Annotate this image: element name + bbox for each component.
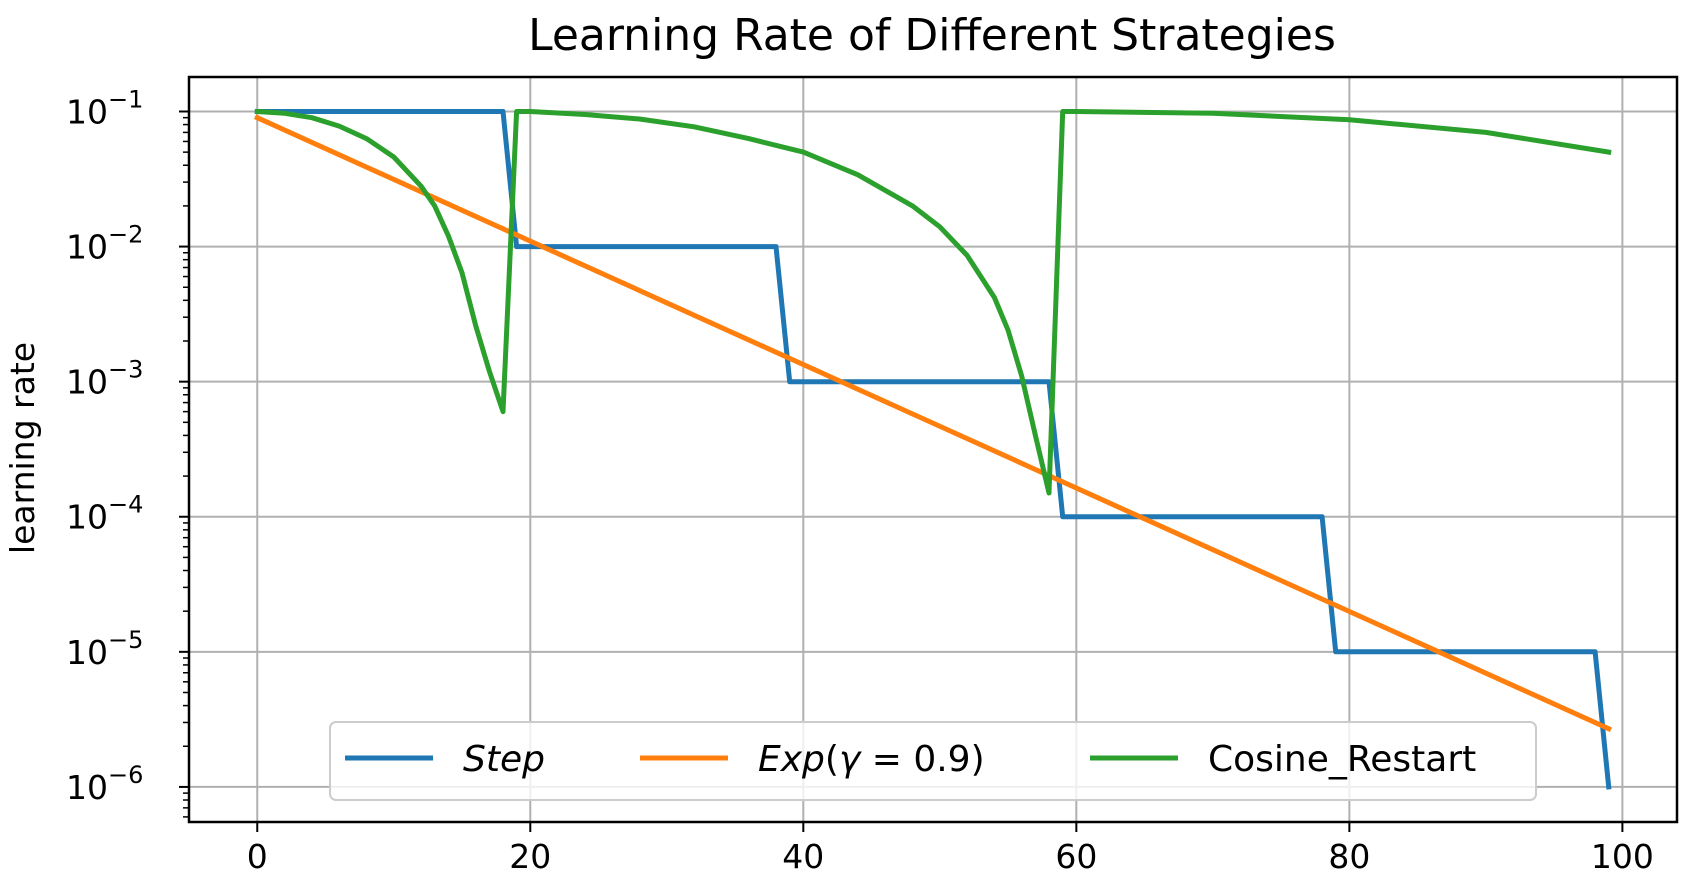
x-tick-label: 100 [1591,837,1654,876]
y-tick-label: 10−1 [66,85,143,131]
legend-label: Cosine_Restart [1208,739,1476,780]
plot-frame [187,75,1679,824]
y-tick-label: 10−2 [66,221,143,267]
x-tick-label: 40 [782,837,824,876]
legend-label: Exp(γ = 0.9) [758,739,985,780]
y-axis-label: learning rate [3,342,42,554]
y-tick-label: 10−3 [66,356,143,402]
series-line-cosine-restart [254,108,1612,496]
y-tick-label: 10−5 [66,626,143,672]
x-tick-label: 60 [1055,837,1097,876]
legend: Step Exp(γ = 0.9) Cosine_Restart [329,721,1537,801]
series-line-exp-0-9 [253,114,1613,733]
axes-ticks: 0 20 40 60 80 100 10−1 10−2 10−3 10−4 10−5 10−6 [66,85,1654,876]
x-tick-label: 0 [247,837,268,876]
plot-series [253,108,1613,790]
x-tick-label: 80 [1328,837,1370,876]
y-tick-label: 10−4 [66,491,143,537]
y-tick-label: 10−6 [66,761,143,807]
legend-box [329,721,1537,801]
legend-label: Step [463,739,545,780]
x-tick-label: 20 [509,837,551,876]
chart-title: Learning Rate of Different Strategies [528,10,1336,61]
